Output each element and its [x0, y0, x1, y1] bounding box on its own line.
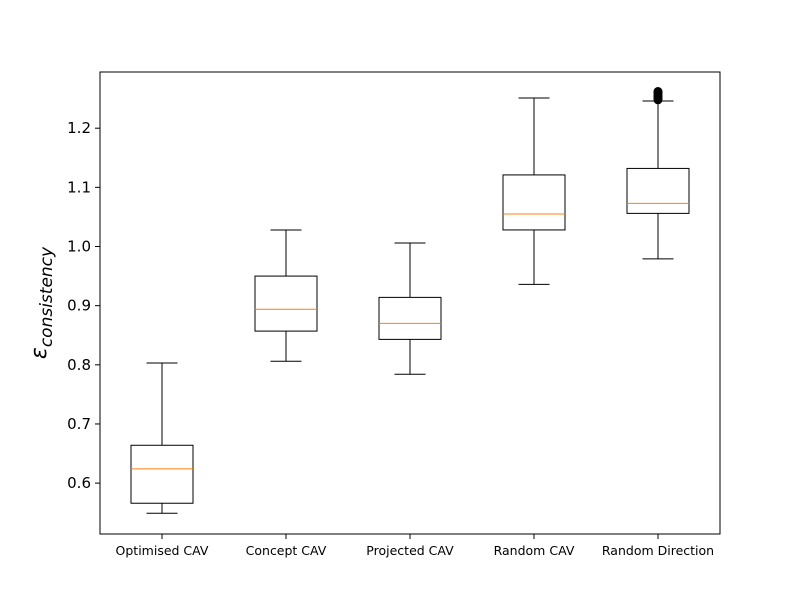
- outlier-point: [653, 87, 663, 97]
- box-iqr: [254, 275, 318, 332]
- x-axis: Optimised CAV Concept CAV Projected CAV Ran…: [116, 534, 714, 558]
- y-tick-label: 0.7: [67, 415, 91, 433]
- x-tick-label: Random CAV: [494, 543, 575, 558]
- plot-marks: [130, 87, 690, 514]
- box-4: [626, 87, 690, 260]
- box-0: [130, 362, 194, 514]
- y-axis: 0.6 0.7 0.8 0.9 1.0 1.1 1.2: [67, 119, 100, 492]
- y-tick-label: 0.9: [67, 297, 91, 315]
- box-iqr: [378, 296, 442, 340]
- box-iqr: [130, 444, 194, 504]
- x-tick-label: Random Direction: [602, 543, 714, 558]
- y-axis-label: εconsistency: [27, 246, 57, 359]
- y-tick-label: 0.6: [67, 474, 91, 492]
- x-tick-label: Optimised CAV: [116, 543, 209, 558]
- box-2: [378, 242, 442, 375]
- box-1: [254, 229, 318, 362]
- box-3: [502, 97, 566, 285]
- x-tick-label: Projected CAV: [366, 543, 454, 558]
- y-tick-label: 0.8: [67, 356, 91, 374]
- y-tick-label: 1.0: [67, 238, 91, 256]
- x-tick-label: Concept CAV: [246, 543, 327, 558]
- y-tick-label: 1.1: [67, 178, 91, 196]
- box-iqr: [626, 167, 690, 214]
- box-iqr: [502, 174, 566, 231]
- y-tick-label: 1.2: [67, 119, 91, 137]
